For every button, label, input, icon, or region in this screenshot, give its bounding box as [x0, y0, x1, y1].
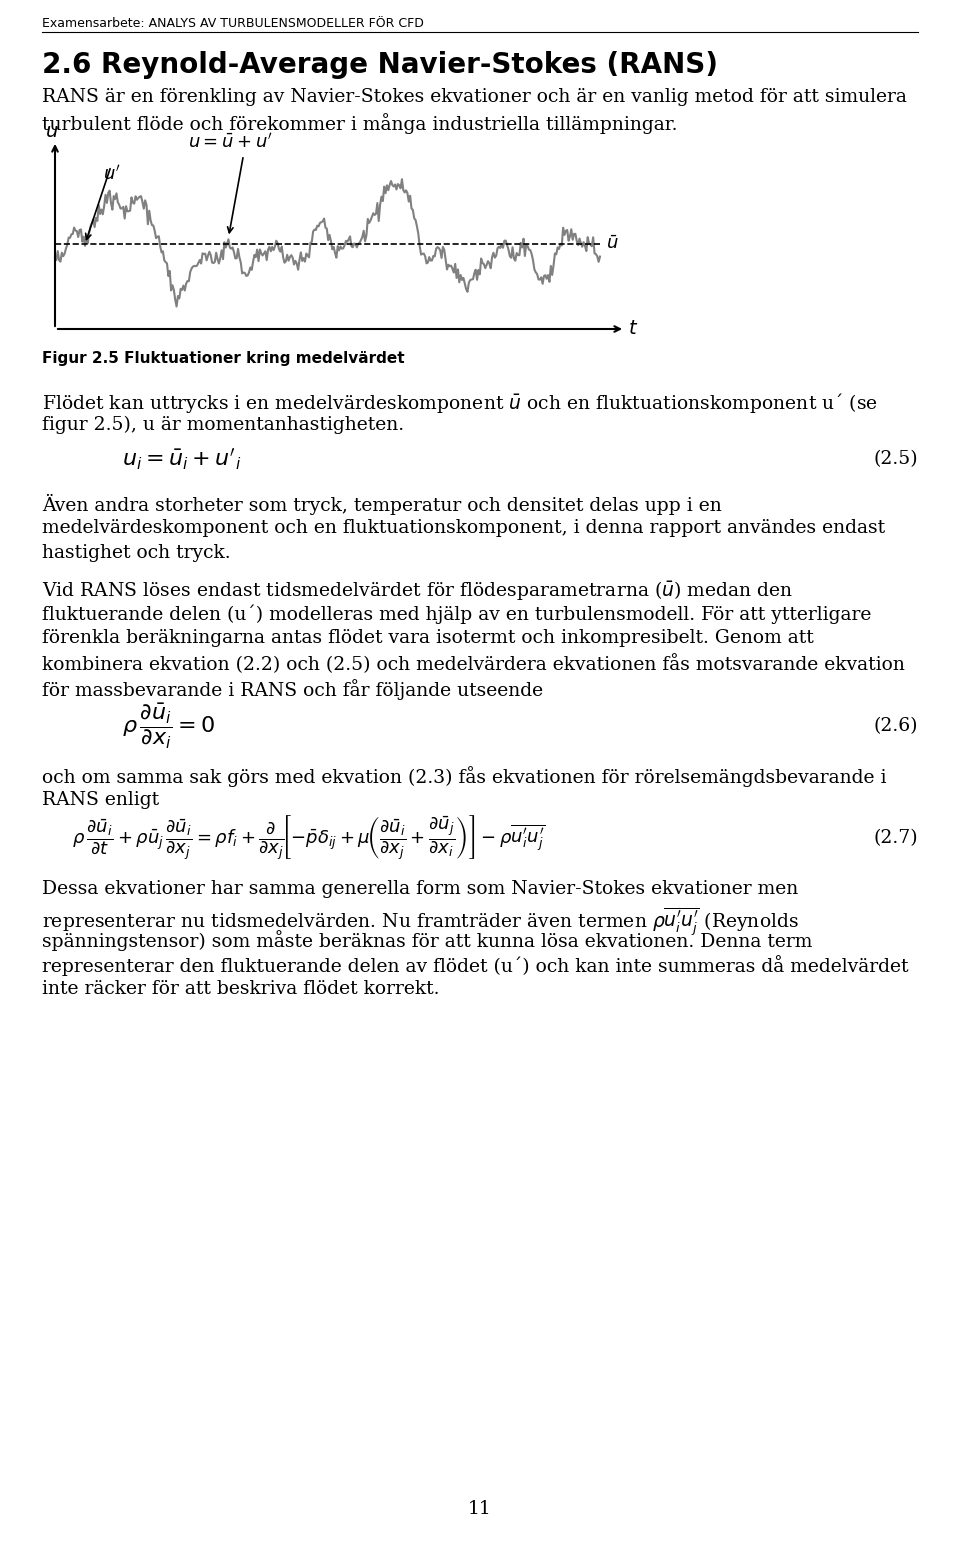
Text: Dessa ekvationer har samma generella form som Navier-Stokes ekvationer men: Dessa ekvationer har samma generella for… — [42, 880, 799, 899]
Text: hastighet och tryck.: hastighet och tryck. — [42, 543, 230, 562]
Text: figur 2.5), u är momentanhastigheten.: figur 2.5), u är momentanhastigheten. — [42, 415, 404, 434]
Text: 11: 11 — [468, 1501, 492, 1518]
Text: $t$: $t$ — [628, 320, 638, 338]
Text: kombinera ekvation (2.2) och (2.5) och medelvärdera ekvationen fås motsvarande e: kombinera ekvation (2.2) och (2.5) och m… — [42, 655, 905, 673]
Text: $u = \bar{u} + u'$: $u = \bar{u} + u'$ — [188, 131, 273, 151]
Text: förenkla beräkningarna antas flödet vara isotermt och inkompresibelt. Genom att: förenkla beräkningarna antas flödet vara… — [42, 628, 814, 647]
Text: och om samma sak görs med ekvation (2.3) fås ekvationen för rörelsemängdsbevaran: och om samma sak görs med ekvation (2.3)… — [42, 766, 886, 787]
Text: representerar nu tidsmedelvärden. Nu framträder även termen $\rho\overline{u_i^{: representerar nu tidsmedelvärden. Nu fra… — [42, 905, 799, 937]
Text: (2.5): (2.5) — [874, 449, 918, 468]
Text: medelvärdeskomponent och en fluktuationskomponent, i denna rapport användes enda: medelvärdeskomponent och en fluktuations… — [42, 519, 885, 537]
Text: inte räcker för att beskriva flödet korrekt.: inte räcker för att beskriva flödet korr… — [42, 980, 440, 997]
Text: RANS är en förenkling av Navier-Stokes ekvationer och är en vanlig metod för att: RANS är en förenkling av Navier-Stokes e… — [42, 88, 907, 107]
Text: 2.6 Reynold-Average Navier-Stokes (RANS): 2.6 Reynold-Average Navier-Stokes (RANS) — [42, 51, 718, 79]
Text: Även andra storheter som tryck, temperatur och densitet delas upp i en: Även andra storheter som tryck, temperat… — [42, 494, 722, 516]
Text: $u'$: $u'$ — [103, 164, 121, 184]
Text: $u$: $u$ — [45, 124, 59, 141]
Text: (2.6): (2.6) — [874, 716, 918, 735]
Text: fluktuerande delen (u´) modelleras med hjälp av en turbulensmodell. För att ytte: fluktuerande delen (u´) modelleras med h… — [42, 604, 872, 624]
Text: Vid RANS löses endast tidsmedelvärdet för flödesparametrarna ($\bar{u}$) medan d: Vid RANS löses endast tidsmedelvärdet fö… — [42, 579, 793, 602]
Text: Examensarbete: ANALYS AV TURBULENSMODELLER FÖR CFD: Examensarbete: ANALYS AV TURBULENSMODELL… — [42, 17, 424, 29]
Text: $\rho\,\dfrac{\partial\bar{u}_i}{\partial t} + \rho\bar{u}_j\,\dfrac{\partial\ba: $\rho\,\dfrac{\partial\bar{u}_i}{\partia… — [72, 814, 545, 862]
Text: spänningstensor) som måste beräknas för att kunna lösa ekvationen. Denna term: spänningstensor) som måste beräknas för … — [42, 929, 812, 951]
Text: $\rho\,\dfrac{\partial\bar{u}_i}{\partial x_i} = 0$: $\rho\,\dfrac{\partial\bar{u}_i}{\partia… — [122, 701, 215, 750]
Text: RANS enligt: RANS enligt — [42, 791, 159, 809]
Text: representerar den fluktuerande delen av flödet (u´) och kan inte summeras då med: representerar den fluktuerande delen av … — [42, 956, 908, 976]
Text: för massbevarande i RANS och får följande utseende: för massbevarande i RANS och får följand… — [42, 679, 543, 699]
Text: (2.7): (2.7) — [874, 829, 918, 848]
Text: Figur 2.5 Fluktuationer kring medelvärdet: Figur 2.5 Fluktuationer kring medelvärde… — [42, 350, 404, 366]
Text: $\bar{u}$: $\bar{u}$ — [606, 235, 618, 253]
Text: Flödet kan uttrycks i en medelvärdeskomponent $\bar{u}$ och en fluktuationskompo: Flödet kan uttrycks i en medelvärdeskomp… — [42, 391, 878, 415]
Text: turbulent flöde och förekommer i många industriella tillämpningar.: turbulent flöde och förekommer i många i… — [42, 113, 678, 134]
Text: $u_i = \bar{u}_i + u'_i$: $u_i = \bar{u}_i + u'_i$ — [122, 446, 241, 471]
